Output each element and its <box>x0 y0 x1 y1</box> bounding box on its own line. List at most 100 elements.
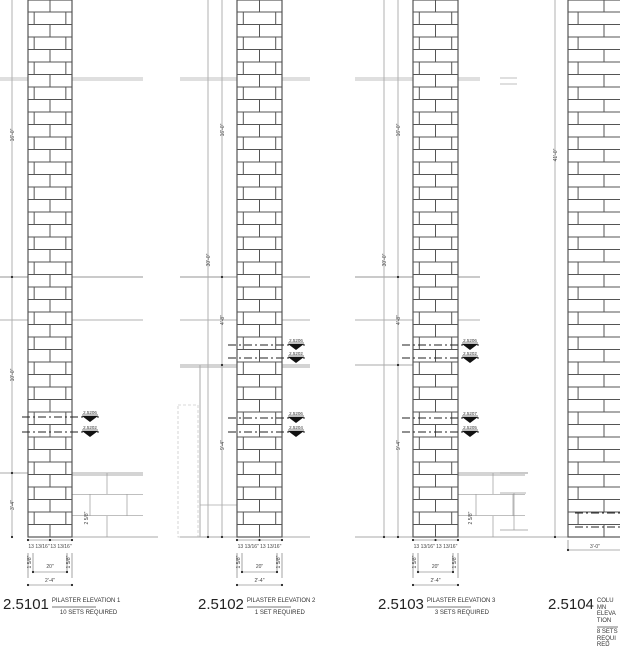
section-marker-label: 2.5202 <box>83 425 97 430</box>
wall-note: 2 5/8" <box>468 511 474 524</box>
dimension-line-1-label: 16'-0" <box>10 128 16 141</box>
section-marker-arrow-icon <box>462 344 478 350</box>
dimension-line-2b-label: 4'-8" <box>220 315 226 325</box>
section-marker-label: 2.5206 <box>463 338 477 343</box>
elevation-title: PILASTER ELEVATION 1 <box>51 598 121 604</box>
elevation-number: 2.5102 <box>198 596 244 613</box>
sets-required: 3 SETS REQUIRED <box>434 609 489 616</box>
column-outline <box>236 0 283 538</box>
half-width-dim: 13 13/16" <box>260 544 281 550</box>
elevation-number: 2.5103 <box>378 596 424 613</box>
section-marker-label: 2.5204 <box>289 425 303 430</box>
door-swing <box>177 404 199 538</box>
section-marker-label: 2.5207 <box>463 411 477 416</box>
dimension-line-1-label: 10'-0" <box>10 368 16 381</box>
dimension-line-1-label: 3'-4" <box>10 500 16 510</box>
column-outline <box>412 0 459 538</box>
dimension-tick <box>10 275 14 279</box>
half-width-dim: 13 13/16" <box>414 544 435 550</box>
dimension-tick <box>220 535 224 539</box>
section-marker-label: 2.5202 <box>463 351 477 356</box>
dimension-tick <box>456 583 460 587</box>
elevation-title: COLUMN ELEVATION <box>596 598 616 624</box>
dimension-tick <box>65 570 69 574</box>
dimension-tick <box>10 471 14 475</box>
dimension-line-3b-label: 4'-8" <box>396 315 402 325</box>
dimension-line-4-label: 41'-0" <box>553 148 559 161</box>
dimension-tick <box>206 535 210 539</box>
dimension-tick <box>411 583 415 587</box>
section-marker-arrow-icon <box>462 417 478 423</box>
overall-width-dim: 2'-4" <box>255 578 265 584</box>
dimension-tick <box>416 570 420 574</box>
section-marker-label: 2.5205 <box>463 425 477 430</box>
dimension-tick <box>240 570 244 574</box>
dimension-tick <box>220 363 224 367</box>
sets-required: 10 SETS REQUIRED <box>59 609 118 616</box>
scale-note <box>246 606 291 608</box>
edge-dim: 1 5/8" <box>27 555 33 568</box>
half-width-dim: 13 13/16" <box>238 544 259 550</box>
dimension-line-2b-label: 9'-4" <box>220 440 226 450</box>
pilaster-column-1 <box>27 0 73 538</box>
dimension-tick <box>10 535 14 539</box>
section-marker-label: 2.5206 <box>83 410 97 415</box>
dimension-tick <box>280 538 284 542</box>
section-marker-arrow-icon <box>288 417 304 423</box>
column-outline <box>567 0 620 538</box>
inner-width-dim: 20" <box>256 564 264 570</box>
section-marker-arrow-icon <box>462 357 478 363</box>
dimension-tick <box>411 538 415 542</box>
edge-dim: 1 5/8" <box>412 555 418 568</box>
dimension-tick <box>456 538 460 542</box>
column-4 <box>567 0 620 538</box>
dimension-tick <box>396 363 400 367</box>
edge-dim: 1 5/8" <box>236 555 242 568</box>
half-width-dim: 13 13/16" <box>28 544 49 550</box>
dimension-tick <box>220 275 224 279</box>
dimension-line-2b-label: 16'-0" <box>220 123 226 136</box>
section-marker-arrow-icon <box>288 431 304 437</box>
section-marker-label: 2.5206 <box>289 411 303 416</box>
inner-width-dim: 20" <box>46 564 54 570</box>
dimension-tick <box>451 570 455 574</box>
edge-dim: 1 5/8" <box>276 555 282 568</box>
sets-required: 1 SET REQUIRED <box>254 609 305 616</box>
section-marker-arrow-icon <box>82 431 98 437</box>
section-marker-arrow-icon <box>288 344 304 350</box>
dimension-tick <box>26 583 30 587</box>
dimension-tick <box>26 538 30 542</box>
section-marker-label: 2.5206 <box>289 338 303 343</box>
column-width-dim: 3'-0" <box>590 544 600 550</box>
dimension-tick <box>396 275 400 279</box>
wall-note: 2 5/8" <box>84 511 90 524</box>
dimension-tick <box>258 538 261 542</box>
pilaster-column-2 <box>236 0 283 538</box>
elevation-number: 2.5101 <box>3 596 49 613</box>
scale-note <box>426 606 471 608</box>
section-marker-arrow-icon <box>82 416 98 422</box>
section-marker-arrow-icon <box>288 357 304 363</box>
dimension-tick <box>70 583 74 587</box>
dimension-tick <box>553 535 557 539</box>
overall-width-dim: 2'-4" <box>431 578 441 584</box>
scale-note <box>51 606 96 608</box>
pilaster-column-3 <box>412 0 459 538</box>
elevation-drawing-sheet: 16'-0" 10'-0" 3'-4" 2.5206 2.5202 2 5/8" 13 13… <box>0 0 620 587</box>
title-block-2-5103: 2.5103 PILASTER ELEVATION 3 3 SETS REQUIR… <box>378 597 495 616</box>
dimension-tick <box>235 583 239 587</box>
title-block-2-5102: 2.5102 PILASTER ELEVATION 2 1 SET REQUIRE… <box>198 597 315 616</box>
door-frame <box>199 364 238 538</box>
elevation-title: PILASTER ELEVATION 3 <box>426 598 496 604</box>
dimension-line-2a-label: 30'-0" <box>206 253 212 266</box>
section-marker-label: 2.5202 <box>289 351 303 356</box>
scale-note <box>596 625 618 628</box>
dimension-tick <box>396 535 400 539</box>
overall-width-dim: 2'-4" <box>45 578 55 584</box>
sets-required: 8 SETS REQUIRED <box>596 629 618 648</box>
dimension-tick <box>275 570 279 574</box>
dimension-line-3a-label: 30'-0" <box>382 253 388 266</box>
edge-dim: 1 5/8" <box>66 555 72 568</box>
dimension-tick <box>31 570 35 574</box>
dimension-tick <box>70 538 74 542</box>
